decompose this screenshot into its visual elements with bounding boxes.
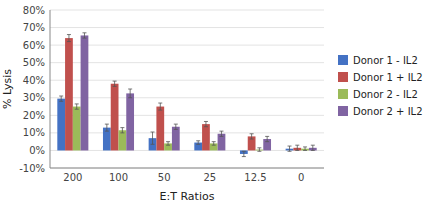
legend-label: Donor 1 + IL2 — [353, 72, 423, 83]
legend-label: Donor 1 - IL2 — [353, 55, 418, 66]
y-tick-label: 0% — [29, 145, 45, 156]
legend-swatch — [338, 106, 348, 116]
grid-line — [50, 168, 324, 169]
error-bar — [75, 104, 79, 109]
legend: Donor 1 - IL2 Donor 1 + IL2 Donor 2 - IL2 D… — [338, 55, 423, 117]
legend-label: Donor 2 + IL2 — [353, 106, 423, 117]
bar — [73, 107, 81, 151]
y-tick-label: -10% — [19, 163, 45, 174]
grid-line — [50, 45, 324, 46]
grid-line — [50, 132, 324, 133]
grid-line — [50, 27, 324, 28]
error-bar — [204, 121, 208, 126]
error-bar — [82, 33, 86, 38]
grid-line — [50, 62, 324, 63]
error-bar — [59, 96, 63, 101]
error-bar — [295, 145, 299, 150]
x-tick-label: 200 — [63, 172, 82, 183]
grid-line — [50, 115, 324, 116]
error-bar — [120, 128, 124, 133]
grid-line — [50, 150, 324, 151]
grid-line — [50, 10, 324, 11]
y-tick-label: 60% — [23, 40, 45, 51]
y-tick-label: 80% — [23, 5, 45, 16]
y-axis-label: % Lysis — [1, 69, 14, 109]
chart: -10% 0% 10% 20% 30% 40% 50% 60% 70% 80% 200 100 50 25… — [0, 0, 442, 206]
error-bar — [250, 134, 254, 139]
x-tick-label: 100 — [109, 172, 128, 183]
bar — [126, 93, 134, 150]
legend-swatch — [338, 55, 348, 65]
grid-line — [50, 80, 324, 81]
bar — [81, 35, 89, 150]
grid — [50, 10, 324, 168]
y-axis — [50, 10, 51, 168]
y-tick-label: 10% — [23, 127, 45, 138]
x-tick-label: 50 — [158, 172, 171, 183]
error-bar — [265, 136, 269, 141]
bar — [111, 84, 119, 151]
error-bar — [212, 142, 216, 146]
grid-line — [50, 97, 324, 98]
error-bar — [242, 151, 246, 156]
error-bar — [303, 147, 307, 151]
error-bar — [288, 146, 292, 151]
error-bar — [257, 148, 261, 152]
error-bar — [311, 145, 315, 150]
error-bar — [158, 103, 162, 110]
x-axis-label: E:T Ratios — [160, 190, 215, 203]
x-tick-label: 0 — [298, 172, 304, 183]
y-tick-label: 70% — [23, 22, 45, 33]
bar — [156, 107, 164, 151]
x-tick-label: 25 — [203, 172, 216, 183]
bars — [57, 33, 316, 157]
error-bar — [128, 89, 132, 98]
error-bar — [196, 141, 200, 145]
y-tick-label: 50% — [23, 57, 45, 68]
legend-swatch — [338, 89, 348, 99]
bar — [65, 38, 73, 150]
x-axis — [50, 168, 324, 169]
bar — [202, 124, 210, 150]
x-tick-label: 12.5 — [244, 172, 266, 183]
bar — [172, 127, 180, 151]
error-bar — [174, 124, 178, 129]
error-bar — [166, 142, 170, 146]
legend-swatch — [338, 72, 348, 82]
error-bar — [113, 81, 117, 86]
bar — [57, 99, 65, 151]
error-bar — [105, 124, 109, 131]
error-bar — [219, 131, 223, 136]
y-tick-label: 40% — [23, 75, 45, 86]
y-tick-label: 20% — [23, 110, 45, 121]
legend-label: Donor 2 - IL2 — [353, 89, 418, 100]
y-tick-label: 30% — [23, 92, 45, 103]
error-bar — [67, 35, 71, 42]
error-bar — [151, 132, 155, 144]
